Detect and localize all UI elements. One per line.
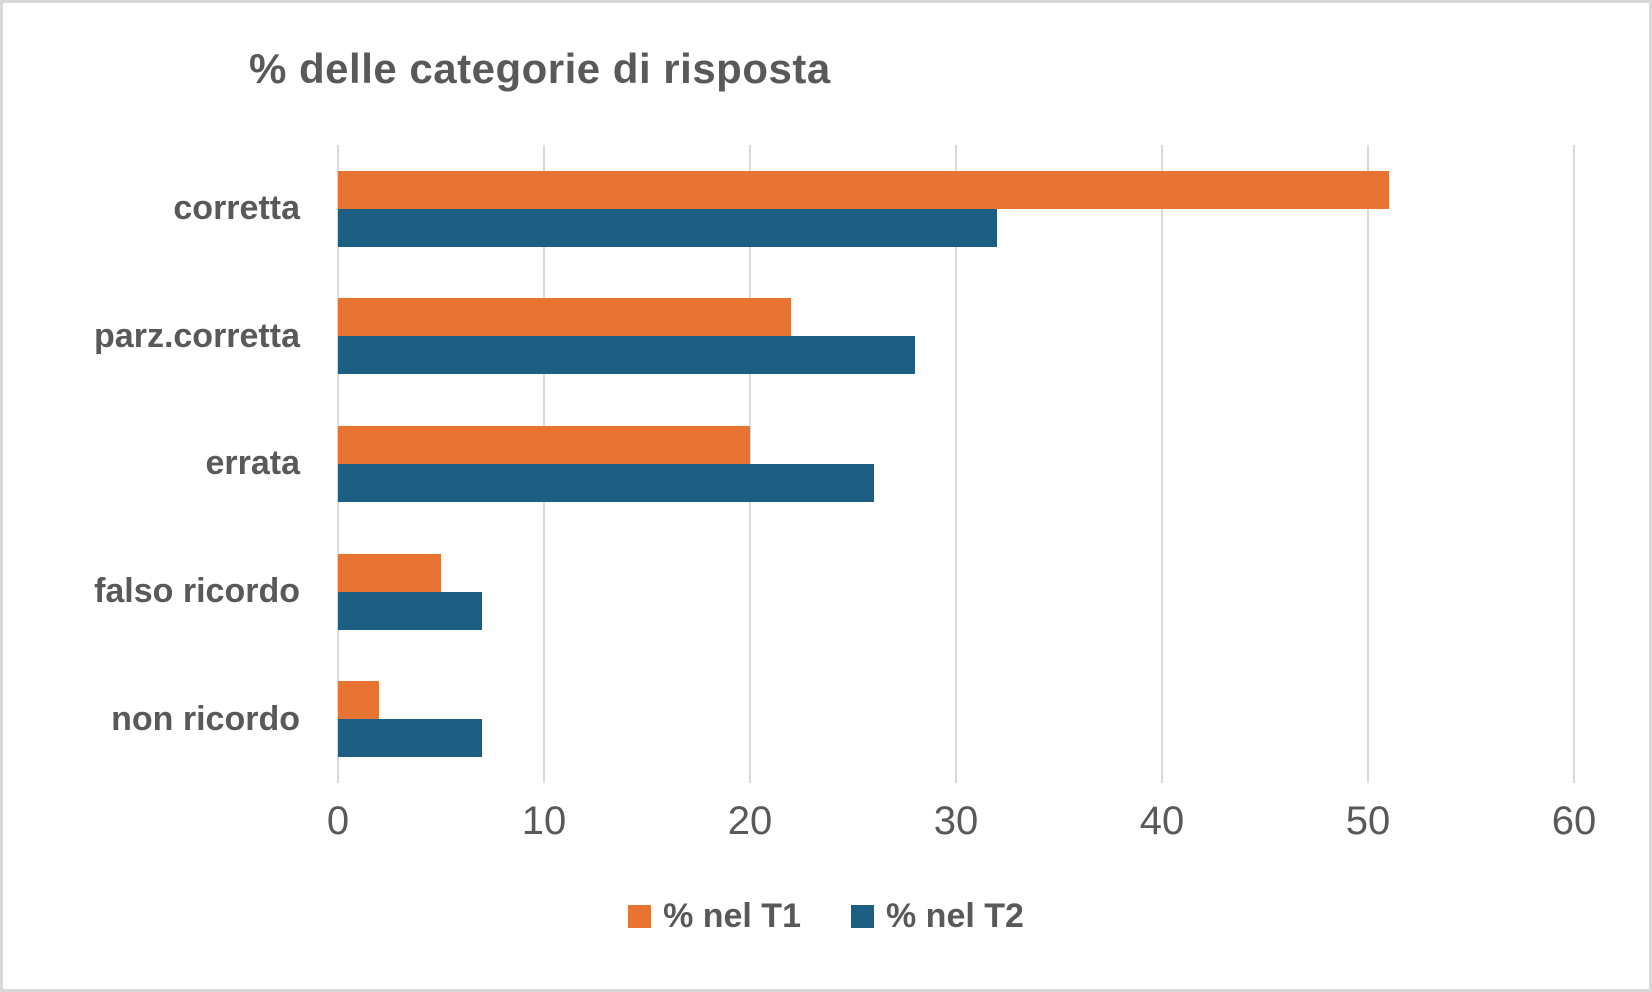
bar-pair-errata	[338, 425, 1574, 502]
legend-item-nel-t2: % nel T2	[851, 897, 1024, 936]
bar-nel-t1-falso-ricordo	[338, 553, 441, 592]
bar-pair-corretta	[338, 170, 1574, 247]
chart-title: % delle categorie di risposta	[249, 45, 831, 92]
bar-nel-t2-non-ricordo	[338, 719, 483, 758]
category-row-parz-corretta	[338, 273, 1574, 401]
bar-pair-non-ricordo	[338, 681, 1574, 758]
bar-nel-t2-errata	[338, 463, 874, 502]
legend-label-nel-t2: % nel T2	[886, 897, 1024, 935]
category-row-corretta	[338, 145, 1574, 273]
gridline-50	[1367, 145, 1369, 783]
legend-item-nel-t1: % nel T1	[628, 897, 801, 936]
bars	[338, 145, 1574, 783]
gridline-30	[955, 145, 957, 783]
x-tick-label-50: 50	[1345, 799, 1391, 843]
legend-label-nel-t1: % nel T1	[663, 897, 801, 935]
gridline-40	[1161, 145, 1163, 783]
legend: % nel T1 % nel T2	[3, 897, 1649, 936]
x-tick-label-20: 20	[727, 799, 773, 843]
category-label-falso-ricordo: falso ricordo	[94, 572, 300, 611]
bar-nel-t2-corretta	[338, 208, 998, 247]
legend-swatch-nel-t1	[628, 905, 652, 928]
bar-nel-t2-parz-corretta	[338, 336, 915, 375]
legend-swatch-nel-t2	[851, 905, 874, 928]
category-label-parz-corretta: parz.corretta	[94, 316, 300, 355]
x-axis-ticks: 0 10 20 30 40 50 60	[327, 799, 1596, 855]
x-tick-label-10: 10	[521, 799, 567, 843]
bar-pair-falso-ricordo	[338, 553, 1574, 630]
x-tick-label-40: 40	[1139, 799, 1185, 843]
category-label-corretta: corretta	[173, 189, 300, 228]
category-label-errata: errata	[205, 444, 300, 483]
x-tick-label-60: 60	[1551, 799, 1597, 843]
bar-nel-t1-corretta	[338, 170, 1389, 209]
category-row-errata	[338, 400, 1574, 528]
bar-pair-parz-corretta	[338, 298, 1574, 375]
category-row-falso-ricordo	[338, 528, 1574, 656]
category-row-non-ricordo	[338, 655, 1574, 783]
bar-nel-t2-falso-ricordo	[338, 591, 483, 630]
category-label-non-ricordo: non ricordo	[111, 699, 300, 738]
gridline-60	[1573, 145, 1575, 783]
bar-nel-t1-parz-corretta	[338, 298, 792, 337]
plot-area	[337, 145, 1575, 783]
bar-nel-t1-errata	[338, 425, 750, 464]
x-tick-label-30: 30	[933, 799, 979, 843]
bar-nel-t1-non-ricordo	[338, 681, 380, 720]
category-labels: corretta parz.corretta errata falso ricordo…	[3, 145, 300, 783]
x-tick-label-0: 0	[326, 799, 350, 843]
